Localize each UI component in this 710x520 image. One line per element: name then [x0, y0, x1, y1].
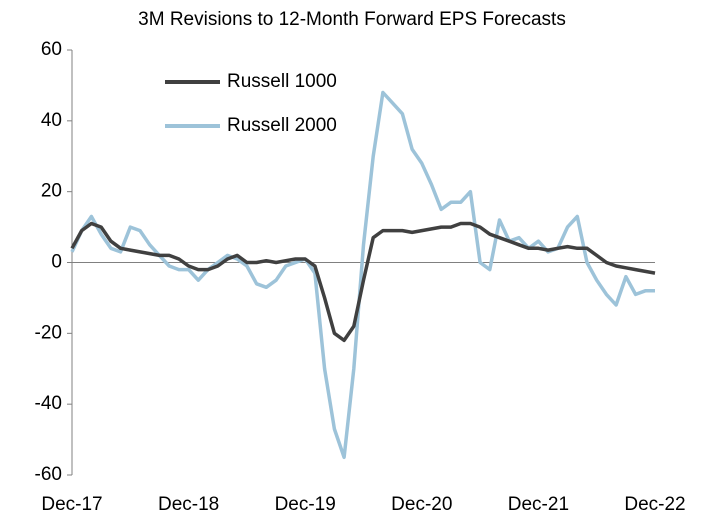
y-tick-label: -40 [35, 393, 62, 414]
x-tick-label: Dec-20 [391, 494, 452, 515]
x-tick-label: Dec-22 [624, 494, 685, 515]
x-tick-label: Dec-18 [158, 494, 219, 515]
y-tick-label: -20 [35, 322, 62, 343]
y-tick-label: 40 [41, 110, 62, 131]
x-tick-label: Dec-21 [508, 494, 569, 515]
y-tick-label: -60 [35, 464, 62, 485]
x-tick-label: Dec-17 [41, 494, 102, 515]
chart-title: 3M Revisions to 12-Month Forward EPS For… [138, 9, 566, 30]
y-tick-label: 20 [41, 181, 62, 202]
x-tick-label: Dec-19 [275, 494, 336, 515]
series-line [70, 221, 656, 343]
legend-label: Russell 2000 [227, 115, 337, 136]
y-tick-label: 0 [51, 252, 62, 273]
legend-label: Russell 1000 [227, 71, 337, 92]
y-tick-label: 60 [41, 39, 62, 60]
